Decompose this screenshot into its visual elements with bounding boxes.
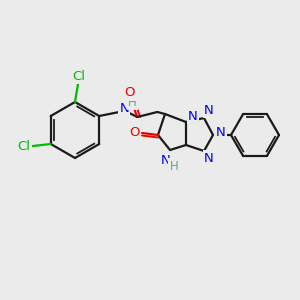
Text: O: O [129, 127, 139, 140]
Text: Cl: Cl [17, 140, 30, 152]
Text: N: N [204, 152, 214, 164]
Text: H: H [169, 160, 178, 172]
Text: H: H [128, 95, 136, 109]
Text: N: N [216, 127, 226, 140]
Text: N: N [119, 101, 129, 115]
Text: N: N [188, 110, 198, 122]
Text: Cl: Cl [73, 70, 85, 83]
Text: N: N [161, 154, 171, 166]
Text: N: N [204, 103, 214, 116]
Text: O: O [124, 86, 134, 100]
